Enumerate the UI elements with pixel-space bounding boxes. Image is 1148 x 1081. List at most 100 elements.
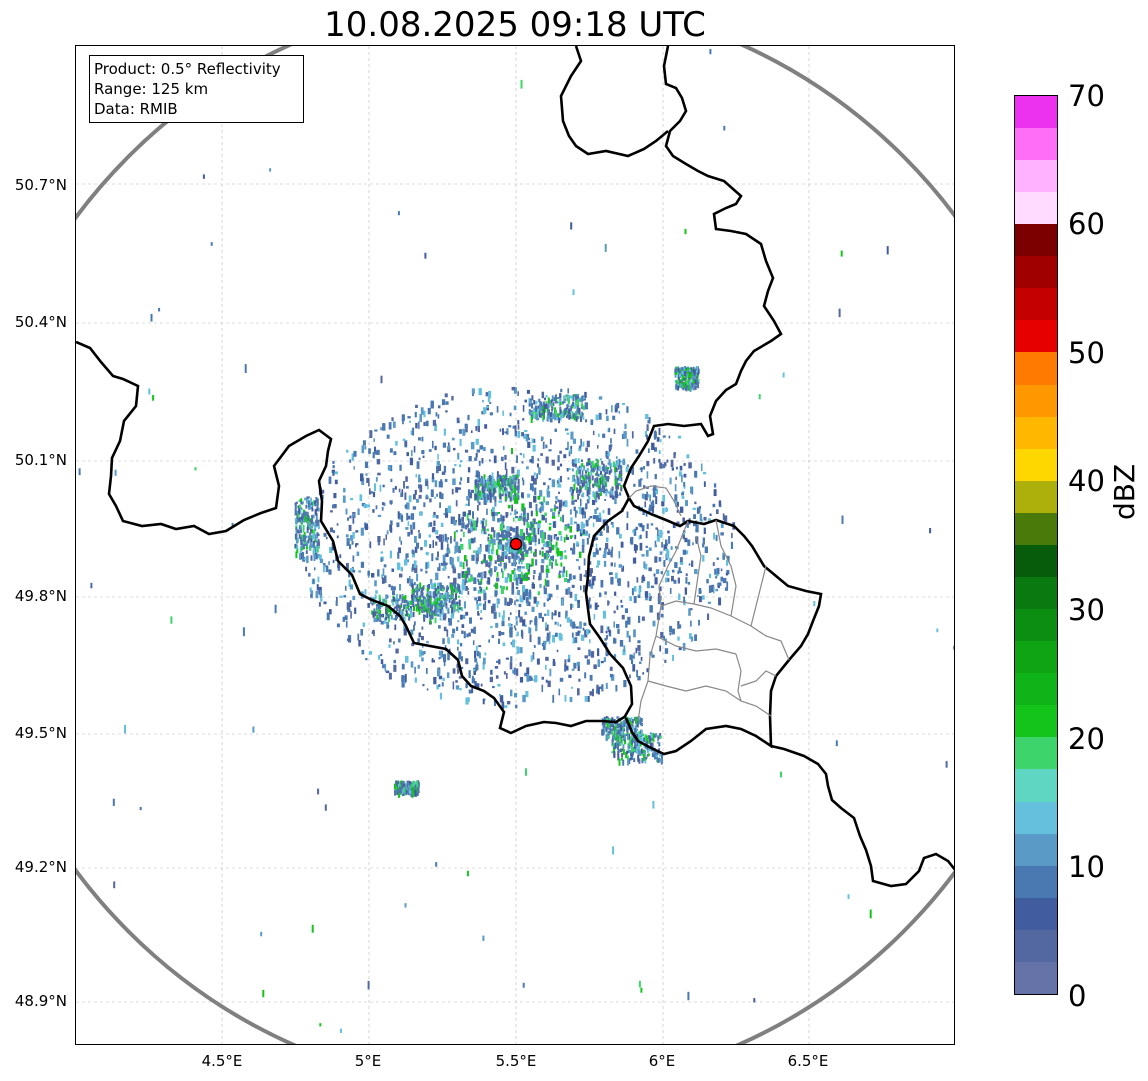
echo-pixel	[559, 401, 562, 406]
echo-pixel	[386, 594, 389, 599]
echo-pixel	[569, 509, 572, 515]
echo-pixel	[567, 587, 571, 595]
echo-pixel	[532, 652, 535, 660]
echo-pixel	[312, 543, 315, 547]
echo-pixel	[382, 484, 385, 488]
echo-pixel	[510, 484, 513, 488]
echo-pixel	[664, 648, 669, 654]
echo-pixel	[446, 547, 450, 554]
echo-pixel	[563, 550, 567, 553]
echo-pixel	[617, 482, 621, 486]
echo-pixel	[606, 415, 609, 422]
colorbar-tick-label: 10	[1068, 850, 1105, 884]
echo-pixel	[629, 674, 631, 679]
echo-pixel	[571, 468, 574, 472]
echo-pixel	[312, 500, 315, 506]
echo-pixel	[548, 449, 552, 452]
echo-pixel	[559, 551, 563, 557]
echo-pixel	[330, 510, 333, 513]
echo-pixel	[464, 575, 467, 582]
echo-pixel	[336, 623, 340, 628]
echo-pixel	[580, 498, 582, 507]
echo-pixel	[632, 664, 636, 672]
echo-pixel	[541, 547, 544, 550]
echo-pixel	[526, 466, 529, 470]
echo-pixel	[649, 605, 653, 613]
echo-pixel	[477, 547, 481, 555]
echo-pixel	[420, 547, 423, 551]
echo-pixel	[633, 717, 636, 721]
echo-pixel	[577, 688, 580, 696]
echo-pixel	[722, 513, 725, 521]
radar-map[interactable]	[75, 45, 955, 1045]
echo-pixel	[715, 535, 718, 542]
echo-pixel	[603, 726, 606, 731]
echo-pixel	[703, 527, 706, 535]
echo-pixel	[595, 491, 598, 498]
echo-pixel	[428, 534, 431, 538]
echo-pixel	[628, 720, 631, 724]
echo-pixel	[632, 529, 635, 533]
echo-pixel	[408, 616, 411, 621]
echo-pixel	[577, 458, 580, 464]
echo-pixel	[422, 455, 425, 458]
echo-pixel	[310, 594, 312, 598]
echo-pixel	[648, 597, 652, 602]
echo-pixel	[633, 652, 635, 660]
echo-pixel	[489, 474, 491, 482]
echo-pixel	[455, 587, 458, 594]
echo-pixel	[372, 452, 375, 459]
echo-pixel	[628, 635, 631, 643]
echo-pixel	[610, 522, 614, 525]
echo-pixel	[500, 475, 503, 481]
echo-pixel	[598, 484, 601, 492]
echo-pixel	[639, 542, 643, 551]
echo-pixel	[458, 607, 461, 610]
echo-pixel	[595, 543, 598, 547]
echo-pixel	[477, 610, 479, 616]
echo-pixel	[519, 577, 523, 585]
echo-pixel	[682, 642, 686, 651]
echo-pixel	[491, 472, 494, 480]
echo-pixel	[406, 452, 410, 456]
echo-pixel	[457, 646, 459, 651]
echo-pixel	[556, 416, 559, 421]
echo-pixel	[565, 613, 567, 619]
echo-pixel	[513, 474, 516, 480]
echo-pixel	[651, 505, 654, 513]
echo-pixel	[534, 675, 538, 683]
echo-pixel	[634, 545, 637, 554]
echo-pixel	[718, 504, 722, 508]
echo-pixel	[579, 474, 582, 478]
echo-pixel	[514, 477, 517, 481]
echo-pixel	[630, 655, 634, 659]
echo-pixel	[715, 588, 719, 592]
echo-pixel	[507, 539, 510, 546]
echo-pixel	[306, 531, 309, 534]
echo-pixel	[571, 406, 574, 409]
echo-pixel	[441, 608, 444, 616]
echo-pixel	[416, 780, 419, 788]
echo-pixel	[606, 525, 610, 533]
echo-pixel	[529, 620, 532, 625]
echo-pixel	[630, 717, 633, 721]
echo-pixel	[590, 469, 593, 476]
echo-pixel	[460, 607, 464, 612]
echo-pixel	[315, 520, 318, 527]
echo-pixel	[582, 514, 584, 519]
echo-pixel	[459, 561, 463, 567]
echo-pixel	[681, 474, 683, 483]
echo-pixel	[640, 748, 643, 754]
echo-pixel	[418, 588, 421, 592]
echo-pixel	[626, 406, 629, 413]
echo-pixel	[688, 563, 691, 566]
echo-pixel	[590, 583, 594, 589]
echo-pixel	[423, 598, 426, 606]
echo-pixel	[522, 982, 525, 988]
echo-pixel	[364, 461, 369, 469]
echo-pixel	[437, 453, 439, 460]
echo-pixel	[689, 374, 692, 379]
echo-pixel	[578, 506, 581, 509]
echo-pixel	[411, 589, 414, 596]
echo-pixel	[722, 555, 725, 560]
